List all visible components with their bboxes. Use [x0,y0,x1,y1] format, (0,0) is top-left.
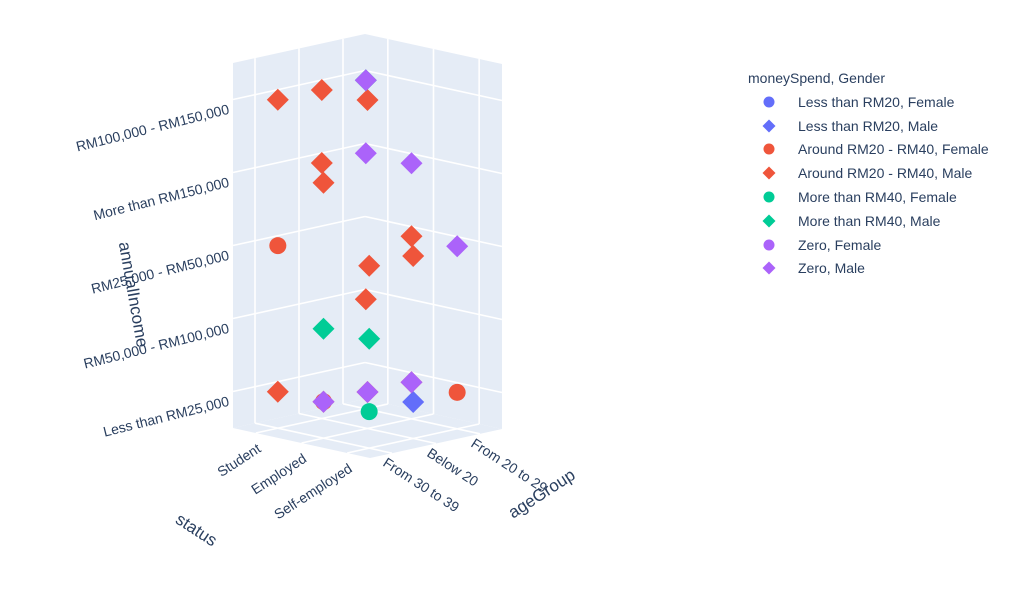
legend-label: Zero, Female [798,236,882,253]
wall-gridline-z [232,288,366,320]
marker-zero-male[interactable] [354,69,377,92]
marker-more-than-rm40-female[interactable] [360,403,378,421]
z-tick-label: RM100,000 - RM150,000 [74,101,231,155]
wall-gridline-z [232,215,366,247]
marker-around-rm20-rm40-female[interactable] [448,383,466,401]
z-tick-label: RM50,000 - RM100,000 [82,320,231,372]
wall-gridline-z [364,361,503,394]
diamond-marker-icon [762,261,776,275]
z-axis-title: annualIncome [115,240,152,348]
wall-gridline-z [364,288,503,321]
legend-item-more-than-rm40-female[interactable]: More than RM40, Female [748,185,989,209]
legend-label: Less than RM20, Female [798,93,955,110]
scene-gridlines [232,38,503,454]
marker-around-rm20-rm40-male[interactable] [310,152,333,174]
legend-label: More than RM40, Female [798,189,957,206]
marker-zero-male[interactable] [312,390,335,413]
diamond-marker-icon [762,119,776,133]
marker-more-than-rm40-male[interactable] [358,327,381,350]
wall-gridline-z [364,69,503,102]
legend-label: Less than RM20, Male [798,117,939,134]
circle-marker-icon [763,143,775,155]
legend-label: Around RM20 - RM40, Male [798,165,973,182]
marker-around-rm20-rm40-male[interactable] [400,225,423,248]
marker-around-rm20-rm40-male[interactable] [402,245,425,267]
wall-gridline-z [232,69,366,101]
circle-marker-icon [763,191,775,203]
z-tick-label: RM25,000 - RM50,000 [89,247,230,297]
legend-item-around-rm20-rm40-female[interactable]: Around RM20 - RM40, Female [748,138,989,162]
circle-marker-icon [763,239,775,251]
legend: moneySpend, Gender Less than RM20, Femal… [748,68,989,280]
wall-gridline-z [232,361,366,393]
legend-item-less-than-rm20-male[interactable]: Less than RM20, Male [748,114,989,138]
legend-item-zero-female[interactable]: Zero, Female [748,233,989,257]
y-tick-label: Student [214,440,263,480]
marker-around-rm20-rm40-male[interactable] [358,254,381,277]
marker-less-than-rm20-male[interactable] [402,391,425,413]
wall-gridline-z [364,215,503,248]
circle-marker-icon [763,96,775,108]
marker-around-rm20-rm40-male[interactable] [266,88,289,111]
marker-around-rm20-rm40-male[interactable] [266,380,289,403]
legend-label: Around RM20 - RM40, Female [798,141,989,158]
marker-around-rm20-rm40-female[interactable] [269,237,287,255]
diamond-marker-icon [762,214,776,228]
marker-around-rm20-rm40-male[interactable] [310,79,333,101]
legend-items: Less than RM20, Female Less than RM20, Ma… [748,90,989,280]
marker-around-rm20-rm40-male[interactable] [356,89,379,111]
legend-item-less-than-rm20-female[interactable]: Less than RM20, Female [748,90,989,114]
marker-zero-male[interactable] [446,235,469,258]
legend-item-around-rm20-rm40-male[interactable]: Around RM20 - RM40, Male [748,161,989,185]
y-axis-title: status [172,510,220,551]
z-tick-label: More than RM150,000 [92,174,231,223]
legend-item-zero-male[interactable]: Zero, Male [748,257,989,281]
marker-zero-male[interactable] [400,371,423,394]
marker-zero-male[interactable] [354,142,377,165]
z-tick-label: Less than RM25,000 [101,393,230,440]
floor-gridline-y [346,423,480,454]
marker-zero-male[interactable] [356,381,379,403]
legend-title: moneySpend, Gender [748,70,885,86]
legend-item-more-than-rm40-male[interactable]: More than RM40, Male [748,209,989,233]
wall-gridline-z [364,142,503,175]
marker-around-rm20-rm40-male[interactable] [312,171,335,194]
floor-gridline-y [301,413,434,444]
marker-more-than-rm40-male[interactable] [312,317,335,340]
marker-zero-male[interactable] [400,152,423,175]
legend-label: Zero, Male [798,260,865,277]
diamond-marker-icon [762,166,776,180]
marker-around-rm20-rm40-male[interactable] [354,288,377,311]
wall-gridline-z [232,142,366,174]
legend-label: More than RM40, Male [798,212,941,229]
data-markers[interactable] [266,69,469,421]
